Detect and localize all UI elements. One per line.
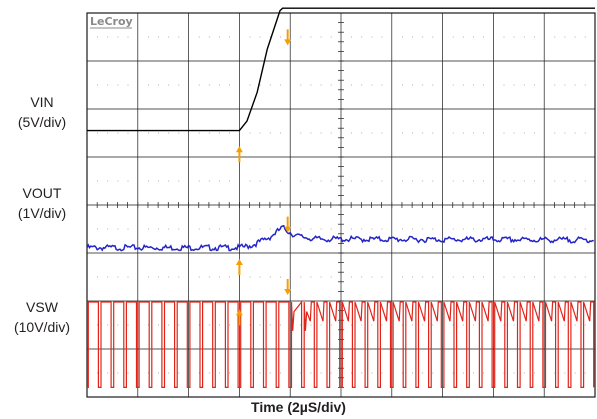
marker-arrow-down [284,29,292,46]
x-axis-label: Time (2µS/div) [251,399,346,415]
trace-vin [87,7,595,132]
vsw-scale: (10V/div) [13,319,71,335]
marker-arrow-down [284,216,292,233]
trace-vout [86,224,594,252]
vsw-name: VSW [26,299,58,315]
vin-name: VIN [30,94,54,110]
vsw-label: VSW (10V/div) [0,299,84,336]
marker-arrow-up [235,309,243,326]
vout-label: VOUT (1V/div) [0,185,84,222]
marker-arrow-up [235,259,243,275]
traces [86,7,595,388]
marker-arrow-down [284,279,292,295]
brand-logo: LeCroy [90,15,133,28]
vin-scale: (5V/div) [17,114,67,130]
vout-name: VOUT [22,185,62,201]
vout-scale: (1V/div) [17,205,67,221]
marker-arrow-up [235,146,243,163]
trace-vsw [87,300,595,388]
grid [86,12,596,398]
vin-label: VIN (5V/div) [0,94,84,131]
minor-grid-dots [97,36,586,374]
markers [235,29,292,326]
